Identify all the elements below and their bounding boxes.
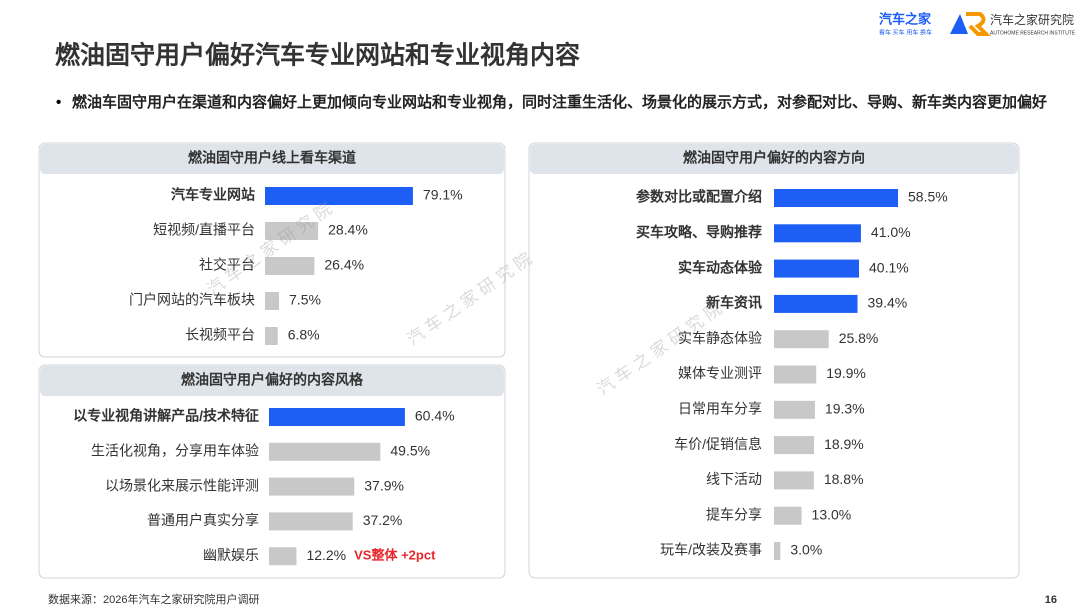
bar [269, 477, 355, 496]
value-label: 25.8% [839, 330, 879, 346]
brand-tagline: 看车 买车 用车 换车 [879, 29, 932, 37]
category-label: 买车攻略、导购推荐 [636, 224, 762, 240]
bar [774, 224, 861, 243]
page-number: 16 [1045, 594, 1057, 606]
value-label: 3.0% [790, 542, 822, 558]
bar [774, 294, 858, 313]
panel [528, 142, 1020, 579]
bar [774, 436, 815, 455]
bar [774, 330, 829, 349]
slide-title: 燃油固守用户偏好汽车专业网站和专业视角内容 [55, 41, 580, 70]
panel [38, 364, 506, 579]
category-label: 实车静态体验 [678, 330, 762, 346]
chart-title: 燃油固守用户偏好的内容方向 [683, 150, 865, 166]
value-label: 39.4% [868, 295, 908, 311]
chart-title: 燃油固守用户偏好的内容风格 [181, 372, 364, 388]
bullet-dot: • [56, 94, 62, 111]
value-label: 18.9% [824, 436, 864, 452]
category-label: 生活化视角，分享用车体验 [91, 443, 259, 459]
bar [269, 408, 405, 426]
institute-logo [950, 12, 991, 36]
category-label: 玩车/改装及赛事 [660, 542, 762, 558]
category-label: 线下活动 [706, 471, 762, 487]
value-label: 40.1% [869, 259, 909, 275]
panel-header [530, 144, 1018, 174]
value-label: 28.4% [328, 222, 368, 238]
category-label: 日常用车分享 [678, 401, 762, 417]
value-label: 26.4% [324, 257, 364, 273]
category-label: 媒体专业测评 [678, 365, 762, 381]
bar [265, 327, 278, 345]
bar [269, 512, 353, 531]
category-label: 长视频平台 [185, 327, 255, 343]
category-label: 短视频/直播平台 [153, 222, 255, 238]
bullet-text: 燃油车固守用户在渠道和内容偏好上更加倾向专业网站和专业视角，同时注重生活化、场景… [72, 94, 1048, 111]
panel-header [40, 144, 504, 174]
bar [265, 222, 319, 240]
category-label: 社交平台 [199, 257, 255, 273]
bar [265, 292, 280, 310]
bar [774, 365, 817, 384]
institute: 汽车之家研究院 [990, 12, 1074, 27]
value-label: 49.5% [390, 443, 430, 459]
bar [774, 542, 781, 560]
category-label: 以专业视角讲解产品/技术特征 [73, 408, 259, 424]
category-label: 门户网站的汽车板块 [129, 292, 255, 308]
panel-header [40, 366, 504, 396]
category-label: 参数对比或配置介绍 [636, 189, 762, 205]
category-label: 幽默娱乐 [203, 547, 259, 563]
value-label: 41.0% [871, 224, 911, 240]
value-label: 58.5% [908, 189, 948, 205]
bar [774, 259, 860, 278]
annotation: VS整体 +2pct [354, 548, 436, 563]
bar [774, 471, 814, 490]
value-label: 37.2% [363, 512, 403, 528]
bar [269, 547, 297, 566]
value-label: 18.8% [824, 471, 864, 487]
value-label: 60.4% [415, 408, 455, 424]
chart-title: 燃油固守用户线上看车渠道 [188, 150, 356, 166]
bar [774, 189, 899, 207]
bar [269, 442, 381, 461]
bar [265, 187, 413, 205]
category-label: 实车动态体验 [678, 259, 763, 275]
brand: 汽车之家 [879, 11, 932, 26]
bar [774, 506, 802, 525]
value-label: 6.8% [288, 327, 320, 343]
value-label: 19.9% [826, 365, 866, 381]
value-label: 13.0% [812, 506, 852, 522]
category-label: 普通用户真实分享 [147, 512, 259, 528]
value-label: 12.2% [306, 547, 346, 563]
source: 数据来源：2026年汽车之家研究院用户调研 [48, 592, 259, 606]
category-label: 提车分享 [706, 506, 762, 522]
value-label: 7.5% [289, 292, 321, 308]
category-label: 汽车专业网站 [171, 187, 255, 203]
value-label: 19.3% [825, 401, 865, 417]
bar [774, 400, 815, 419]
bar [265, 257, 315, 275]
value-label: 37.9% [364, 477, 404, 493]
value-label: 79.1% [423, 187, 463, 203]
category-label: 以场景化来展示性能评测 [105, 477, 259, 493]
institute-en: AUTOHOME RESEARCH INSTITUTE [990, 30, 1076, 36]
category-label: 车价/促销信息 [674, 436, 762, 452]
category-label: 新车资讯 [706, 295, 762, 311]
